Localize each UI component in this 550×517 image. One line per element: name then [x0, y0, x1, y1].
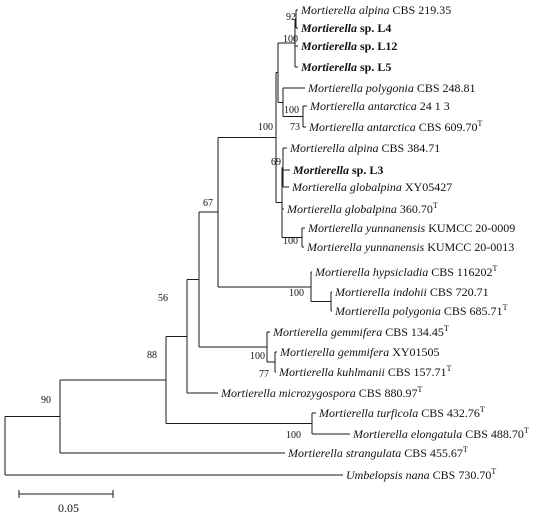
- taxon-label: Mortierella yunnanensis KUMCC 20-0009: [307, 221, 515, 235]
- bootstrap-value: 88: [147, 350, 157, 361]
- bootstrap-values: 92 100 100 73 100 69 100 67 100 56 100 77 88 100 90: [41, 12, 304, 441]
- taxon-label: Mortierella yunnanensis KUMCC 20-0013: [306, 240, 514, 254]
- bootstrap-value: 77: [259, 369, 269, 380]
- taxon-label: Mortierella hypsicladia CBS 116202T: [314, 264, 497, 279]
- bootstrap-value: 100: [283, 34, 298, 45]
- bootstrap-value: 69: [271, 157, 281, 168]
- taxon-label: Umbelopsis nana CBS 730.70T: [346, 467, 496, 482]
- taxon-label: Mortierella microzygospora CBS 880.97T: [220, 385, 422, 400]
- taxon-label: Mortierella alpina CBS 219.35: [300, 3, 451, 17]
- bootstrap-value: 73: [290, 122, 300, 133]
- bootstrap-value: 100: [284, 105, 299, 116]
- taxon-label: Mortierella globalpina XY05427: [291, 180, 452, 194]
- bootstrap-value: 90: [41, 395, 51, 406]
- taxon-label: Mortierella gemmifera CBS 134.45T: [272, 324, 449, 339]
- taxon-labels: Mortierella alpina CBS 219.35 Mortierella…: [220, 3, 529, 482]
- taxon-label: Mortierella sp. L4: [300, 21, 391, 35]
- bootstrap-value: 100: [289, 288, 304, 299]
- scale-bar-label: 0.05: [58, 501, 79, 515]
- bootstrap-value: 56: [158, 293, 168, 304]
- taxon-label: Mortierella antarctica CBS 609.70T: [308, 119, 482, 134]
- taxon-label: Mortierella globalpina 360.70T: [286, 201, 438, 216]
- taxon-label: Mortierella polygonia CBS 248.81: [307, 81, 476, 95]
- taxon-label: Mortierella gemmifera XY01505: [279, 345, 440, 359]
- bootstrap-value: 100: [286, 430, 301, 441]
- taxon-label: Mortierella antarctica 24 1 3: [309, 99, 450, 113]
- bootstrap-value: 92: [286, 12, 296, 23]
- taxon-label: Mortierella polygonia CBS 685.71T: [334, 303, 508, 318]
- scale-bar: 0.05: [18, 490, 114, 515]
- taxon-label: Mortierella turficola CBS 432.76T: [318, 405, 485, 420]
- taxon-label: Mortierella elongatula CBS 488.70T: [352, 426, 529, 441]
- tree-branches: [4, 9, 350, 476]
- bootstrap-value: 100: [283, 236, 298, 247]
- taxon-label: Mortierella sp. L12: [300, 39, 397, 53]
- bootstrap-value: 67: [203, 198, 213, 209]
- taxon-label: Mortierella sp. L5: [300, 60, 391, 74]
- taxon-label: Mortierella indohii CBS 720.71: [334, 285, 489, 299]
- taxon-label: Mortierella strangulata CBS 455.67T: [287, 445, 468, 460]
- bootstrap-value: 100: [250, 351, 265, 362]
- taxon-label: Mortierella alpina CBS 384.71: [289, 141, 440, 155]
- taxon-label: Mortierella kuhlmanii CBS 157.71T: [278, 364, 452, 379]
- bootstrap-value: 100: [258, 122, 273, 133]
- taxon-label: Mortierella sp. L3: [292, 163, 383, 177]
